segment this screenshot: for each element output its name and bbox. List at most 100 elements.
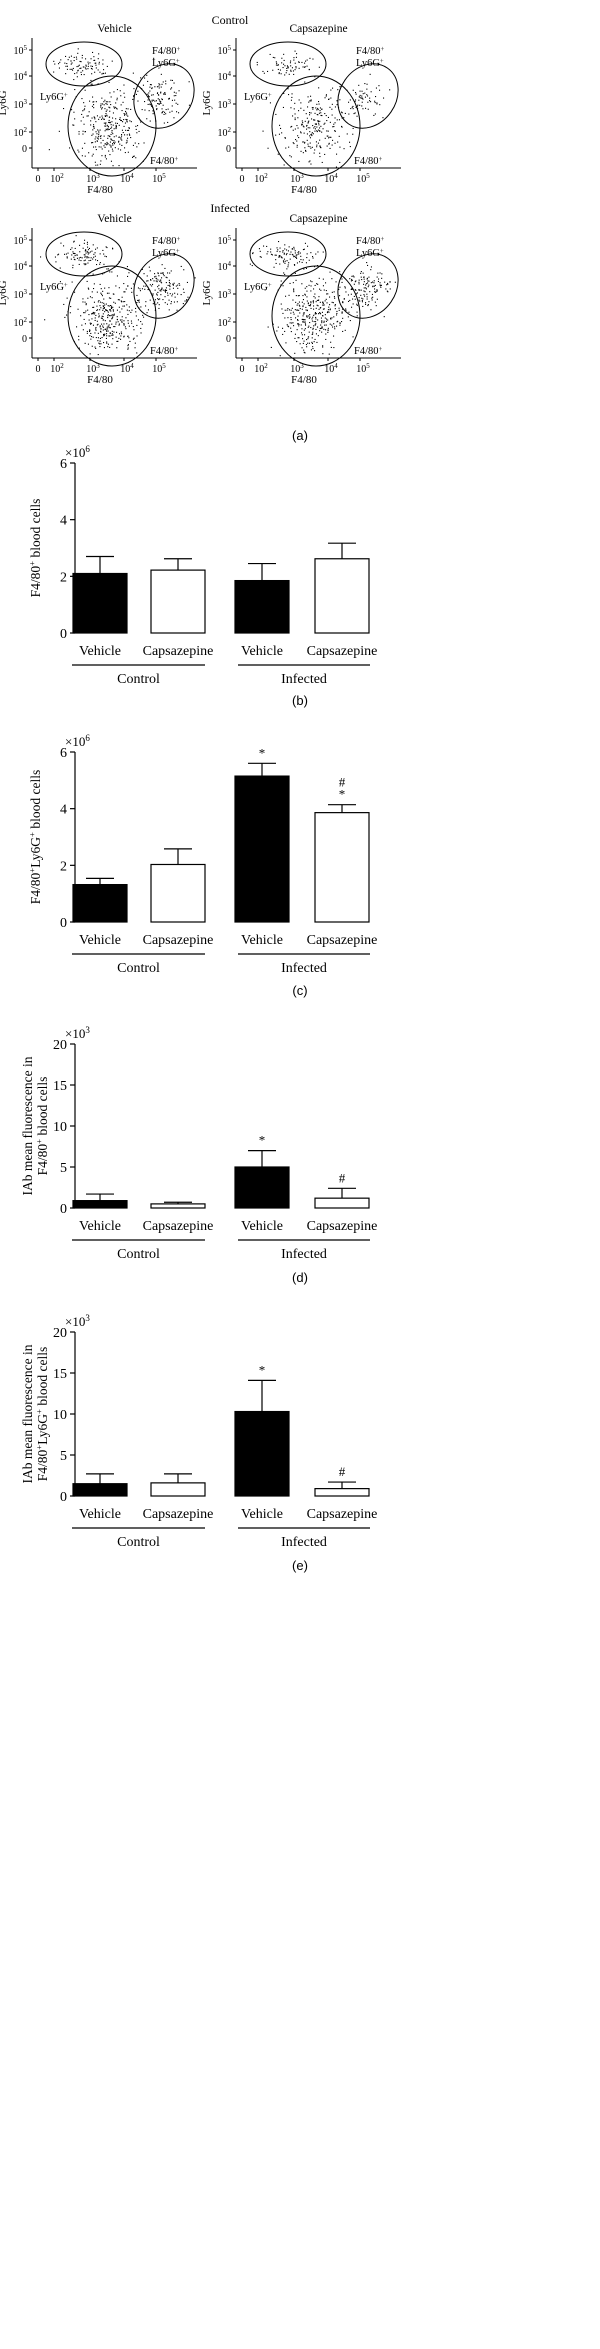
group-label: Control [117,961,160,976]
gate-label-f480: F4/80+ [150,156,179,168]
flow-x-tick-label: 102 [254,172,268,185]
flow-plot: Vehicle 0 102 103 104 105 0 102 103 104 105 F4/80 Ly… [0,213,197,386]
flow-x-tick-label: 105 [152,362,166,375]
group-label: Infected [281,1535,327,1550]
category-label: Vehicle [241,1219,283,1234]
category-label: Capsazepine [143,1219,214,1234]
category-label: Vehicle [79,1219,121,1234]
gate-label-ly6g: Ly6G+ [40,92,68,104]
bar [314,812,370,923]
y-axis-label-line2: F4/80+Ly6G+ blood cells [34,1347,50,1481]
y-multiplier: ×106 [65,444,90,460]
y-tick-label: 2 [60,859,67,874]
flow-dots [249,241,396,357]
flow-y-tick-label: 104 [218,260,232,273]
y-tick-label: 6 [60,746,67,761]
flow-y-tick-label: 105 [218,44,232,57]
y-tick-label: 0 [60,916,67,931]
flow-ylabel: Ly6G [0,280,9,305]
bar [234,579,290,634]
flow-plot: Capsazepine 0 102 103 104 105 0 102 103 104 105 F4/… [201,213,401,386]
y-multiplier: ×103 [65,1313,90,1329]
flow-y-tick-label: 103 [218,98,232,111]
flow-y-tick-label: 102 [14,316,28,329]
flow-x-tick-label: 0 [36,174,41,185]
y-axis-label-line1: IAb mean fluorescence in [20,1056,35,1195]
flow-plot-title: Capsazepine [289,23,347,35]
gate-double [133,63,195,129]
flow-x-tick-label: 105 [152,172,166,185]
flow-y-tick-label: 104 [14,260,28,273]
flow-xlabel: F4/80 [87,184,113,196]
category-label: Capsazepine [307,644,378,659]
flow-y-tick-label: 0 [226,334,231,345]
gate-label-double-2: Ly6G+ [356,248,384,260]
flow-x-tick-label: 105 [356,172,370,185]
y-tick-label: 15 [53,1079,67,1094]
significance-mark: * [259,1133,266,1148]
flow-plot: Capsazepine 0 102 103 104 105 0 102 103 104 105 F4/… [201,23,401,196]
significance-mark: # [339,1170,346,1185]
category-label: Capsazepine [307,1219,378,1234]
row-label: Infected [210,201,249,215]
flow-x-tick-label: 104 [120,362,134,375]
bar-chart: 0 5 10 15 20×103 IAb mean fluorescence in F4/8… [20,1313,377,1573]
flow-y-tick-label: 105 [14,44,28,57]
y-axis-label-line2: F4/80+ blood cells [34,1077,50,1176]
significance-mark: * [259,1362,266,1377]
group-label: Infected [281,1247,327,1262]
y-multiplier: ×106 [65,733,90,749]
gate-f480 [271,265,361,367]
y-axis-label-line1: IAb mean fluorescence in [20,1344,35,1483]
gate-label-ly6g: Ly6G+ [244,282,272,294]
flow-y-tick-label: 103 [14,98,28,111]
y-tick-label: 4 [60,803,67,818]
y-tick-label: 6 [60,457,67,472]
gate-label-double-2: Ly6G+ [152,58,180,70]
flow-y-tick-label: 102 [14,126,28,139]
flow-x-tick-label: 103 [290,362,304,375]
group-label: Control [117,1535,160,1550]
gate-f480 [271,75,361,177]
flow-dots [40,235,196,356]
category-label: Vehicle [241,933,283,948]
gate-ly6g [45,41,123,87]
panel-caption: (e) [292,1558,308,1573]
flow-x-tick-label: 102 [254,362,268,375]
bar [234,1410,290,1497]
flow-plot-title: Capsazepine [289,213,347,225]
flow-dots [48,48,190,167]
flow-ylabel: Ly6G [201,280,213,305]
flow-ylabel: Ly6G [201,90,213,115]
group-label: Infected [281,961,327,976]
category-label: Capsazepine [143,644,214,659]
y-tick-label: 5 [60,1161,67,1176]
flow-x-tick-label: 105 [356,362,370,375]
flow-y-tick-label: 0 [22,144,27,155]
gate-label-f480: F4/80+ [354,346,383,358]
bar [72,572,128,634]
flow-x-tick-label: 104 [324,362,338,375]
bar [314,558,370,634]
group-label: Infected [281,672,327,687]
y-axis-label: F4/80+Ly6G+ blood cells [27,770,43,904]
bar [72,1483,128,1497]
bar [314,1197,370,1209]
y-tick-label: 5 [60,1449,67,1464]
flow-y-tick-label: 102 [218,316,232,329]
flow-x-tick-label: 102 [50,362,64,375]
flow-y-tick-label: 104 [14,70,28,83]
bar [72,1200,128,1209]
flow-y-tick-label: 102 [218,126,232,139]
y-tick-label: 2 [60,570,67,585]
flow-x-tick-label: 0 [240,174,245,185]
flow-ylabel: Ly6G [0,90,9,115]
flow-x-tick-label: 102 [50,172,64,185]
gate-label-ly6g: Ly6G+ [244,92,272,104]
category-label: Vehicle [79,1507,121,1522]
panel-caption-a: (a) [292,428,308,443]
bar [234,775,290,923]
flow-x-tick-label: 104 [120,172,134,185]
gate-label-double-1: F4/80+ [152,236,181,248]
bar-chart: 0 5 10 15 20×103 IAb mean fluorescence in F4/8… [20,1025,377,1285]
